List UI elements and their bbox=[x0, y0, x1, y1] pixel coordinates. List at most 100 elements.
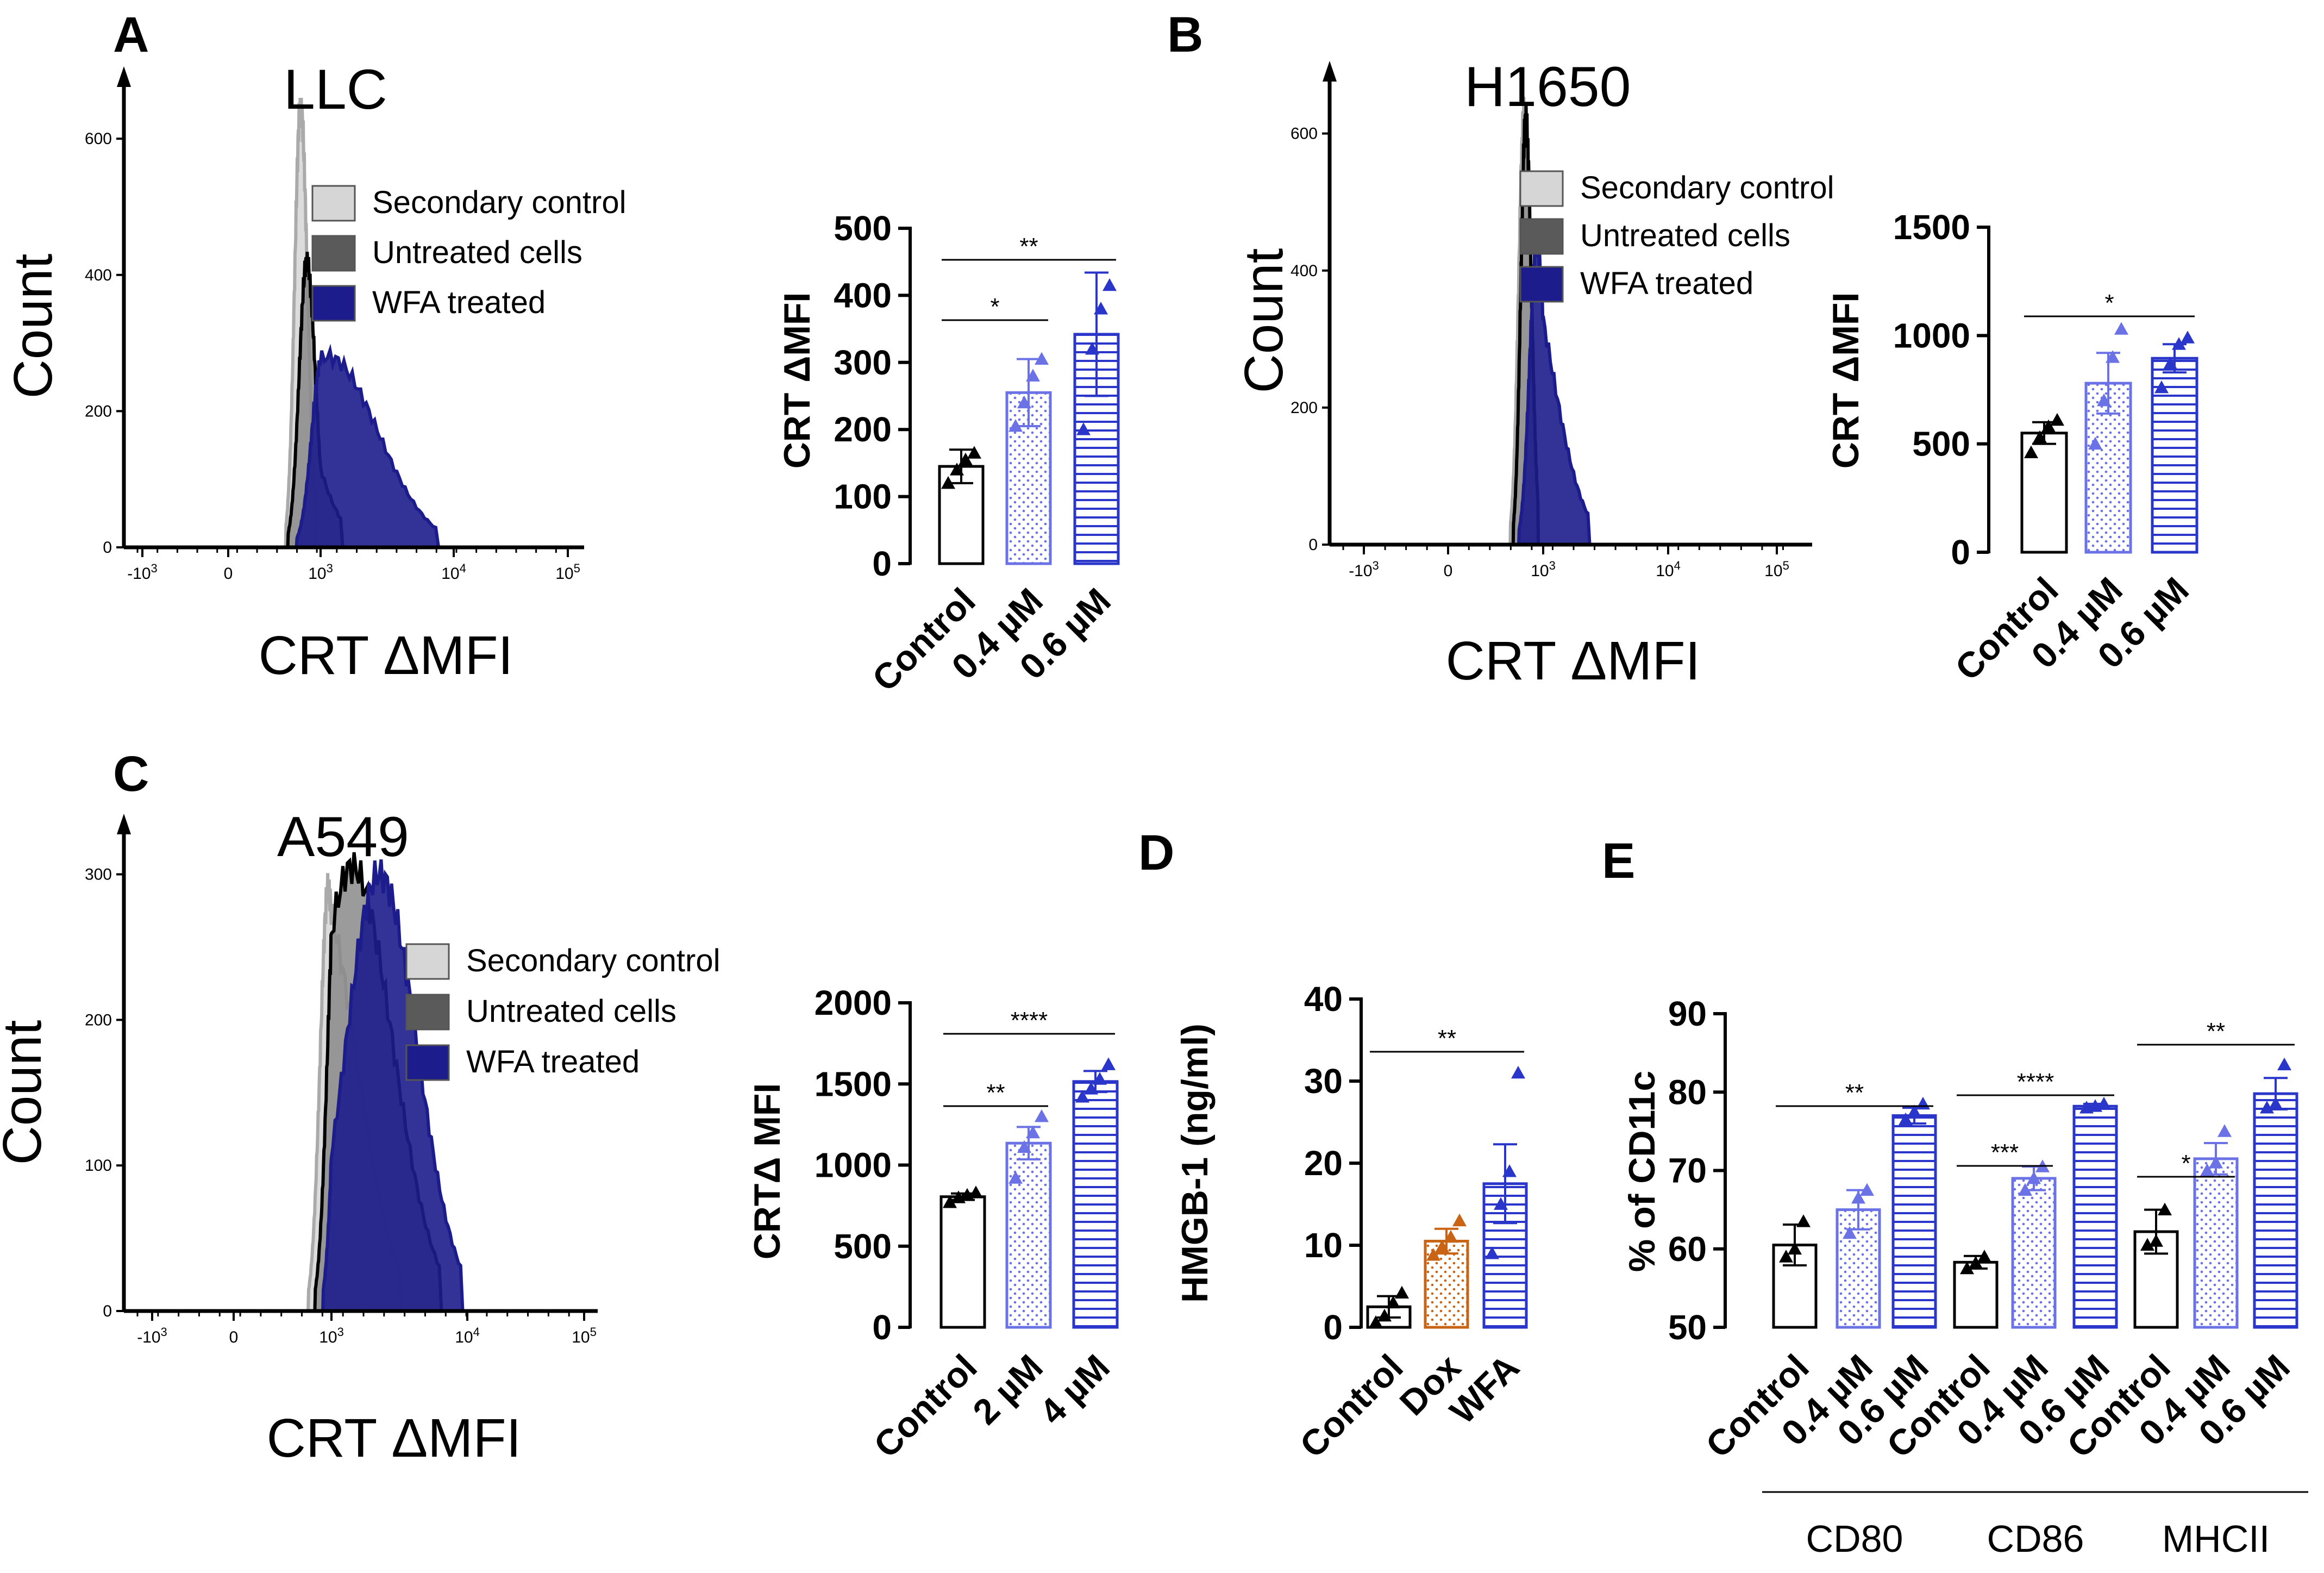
y-tick-label: 0 bbox=[1323, 1308, 1343, 1347]
bar-bg bbox=[1955, 1262, 1997, 1327]
data-point bbox=[2097, 393, 2111, 407]
chart-title: H1650 bbox=[1464, 55, 1631, 118]
y-tick-label: 0 bbox=[103, 539, 112, 557]
significance-label: ** bbox=[1438, 1025, 1456, 1052]
x-tick-label: 0 bbox=[224, 565, 233, 583]
data-point bbox=[967, 446, 981, 459]
data-point bbox=[2260, 1101, 2274, 1114]
data-point bbox=[1444, 1229, 1458, 1243]
significance-label: * bbox=[2104, 290, 2114, 316]
histogram-curve-wfa-treated bbox=[295, 344, 441, 549]
data-point bbox=[1779, 1250, 1793, 1263]
y-tick-label: 400 bbox=[834, 276, 892, 315]
data-point bbox=[2269, 1096, 2283, 1110]
significance-label: ** bbox=[986, 1079, 1005, 1106]
group-label-mhcii: MHCII bbox=[2162, 1518, 2270, 1560]
data-point bbox=[959, 452, 973, 466]
data-point bbox=[1008, 419, 1023, 432]
legend-swatch-untreated-cells bbox=[311, 235, 356, 272]
data-point bbox=[1386, 1295, 1400, 1309]
y-tick-label: 200 bbox=[1291, 399, 1318, 417]
data-point bbox=[1502, 1164, 1517, 1177]
x-tick-label: -103 bbox=[137, 1325, 167, 1346]
y-tick-label: 0 bbox=[1951, 533, 1970, 572]
data-point bbox=[1094, 302, 1108, 315]
significance-label: ** bbox=[1845, 1079, 1864, 1106]
y-tick-label: 500 bbox=[1912, 425, 1970, 464]
y-tick-label: 10 bbox=[1304, 1226, 1343, 1265]
data-point bbox=[2200, 1163, 2214, 1176]
y-axis-label: Count bbox=[0, 1020, 53, 1165]
y-tick-label: 400 bbox=[85, 266, 112, 284]
data-point bbox=[2163, 357, 2177, 370]
bar-pattern bbox=[2254, 1094, 2297, 1327]
data-point bbox=[1093, 1072, 1107, 1085]
data-point bbox=[1969, 1256, 1983, 1269]
data-point bbox=[969, 1185, 983, 1199]
legend-label-untreated-cells: Untreated cells bbox=[372, 235, 582, 270]
y-tick-label: 400 bbox=[1291, 262, 1318, 280]
y-axis-arrow bbox=[1323, 61, 1337, 82]
y-axis-label: Count bbox=[1233, 248, 1294, 393]
data-point bbox=[1075, 1090, 1089, 1103]
data-point bbox=[2277, 1057, 2291, 1071]
legend-swatch-untreated-cells bbox=[1519, 218, 1564, 255]
y-tick-label: 60 bbox=[1668, 1229, 1707, 1269]
data-point bbox=[1494, 1197, 1508, 1210]
data-point bbox=[1960, 1261, 1974, 1275]
y-axis-label: Count bbox=[3, 253, 64, 398]
legend-swatch-secondary-control bbox=[1519, 170, 1564, 207]
data-point bbox=[1377, 1308, 1392, 1322]
data-point bbox=[1426, 1248, 1440, 1261]
y-tick-label: 90 bbox=[1668, 994, 1707, 1033]
x-tick-label: 105 bbox=[572, 1325, 597, 1346]
data-point bbox=[1369, 1315, 1383, 1328]
data-point bbox=[1485, 1246, 1499, 1259]
y-axis-arrow bbox=[117, 814, 131, 834]
x-tick-label: 105 bbox=[555, 561, 580, 583]
y-axis-label: CRT ΔMFI bbox=[1825, 292, 1866, 469]
data-point bbox=[2158, 1202, 2172, 1216]
y-tick-label: 300 bbox=[85, 866, 112, 884]
bar-bg bbox=[941, 1196, 985, 1327]
data-point bbox=[1017, 1140, 1031, 1153]
data-point bbox=[2217, 1124, 2232, 1137]
legend-label-untreated-cells: Untreated cells bbox=[466, 994, 676, 1029]
data-point bbox=[1085, 342, 1099, 355]
y-axis-label: % of CD11c bbox=[1621, 1071, 1663, 1272]
significance-label: * bbox=[990, 294, 999, 320]
y-tick-label: 0 bbox=[1308, 536, 1318, 554]
x-axis-label: CRT ΔMFI bbox=[259, 625, 513, 686]
y-tick-label: 1500 bbox=[815, 1064, 892, 1103]
data-point bbox=[1788, 1241, 1802, 1255]
group-label-cd80: CD80 bbox=[1806, 1518, 1903, 1560]
bar-pattern bbox=[2195, 1158, 2237, 1327]
y-axis-label: HMGB-1 (ng/ml) bbox=[1174, 1023, 1216, 1303]
data-point bbox=[1916, 1096, 1930, 1110]
y-tick-label: 100 bbox=[834, 477, 892, 516]
x-axis-label: CRT ΔMFI bbox=[267, 1408, 522, 1469]
data-point bbox=[941, 476, 955, 489]
data-point bbox=[1035, 352, 1049, 365]
histogram-a549: 0 100 200 300 -103 0 103 104 105 A549 CRT ΔMFI Coun… bbox=[0, 806, 720, 1469]
data-point bbox=[2050, 413, 2064, 426]
chart-title: A549 bbox=[277, 806, 409, 869]
data-point bbox=[1017, 395, 1031, 409]
histogram-llc: 0 200 400 600 -103 0 103 104 105 LLC CRT ΔMFI Count… bbox=[3, 58, 626, 686]
x-tick-label: 103 bbox=[319, 1325, 344, 1346]
y-tick-label: 0 bbox=[872, 1308, 892, 1347]
data-point bbox=[2154, 380, 2169, 394]
x-category-label: Control bbox=[1292, 1347, 1411, 1465]
x-tick-label: 105 bbox=[1764, 559, 1789, 580]
data-point bbox=[1076, 422, 1091, 435]
panel-label-c: C bbox=[113, 746, 149, 802]
x-tick-label: 104 bbox=[455, 1325, 480, 1346]
significance-label: **** bbox=[1011, 1007, 1048, 1034]
bar-pattern bbox=[1893, 1115, 1935, 1327]
y-tick-label: 2000 bbox=[815, 983, 892, 1022]
x-tick-label: 0 bbox=[229, 1328, 239, 1346]
data-point bbox=[1907, 1104, 1921, 1118]
